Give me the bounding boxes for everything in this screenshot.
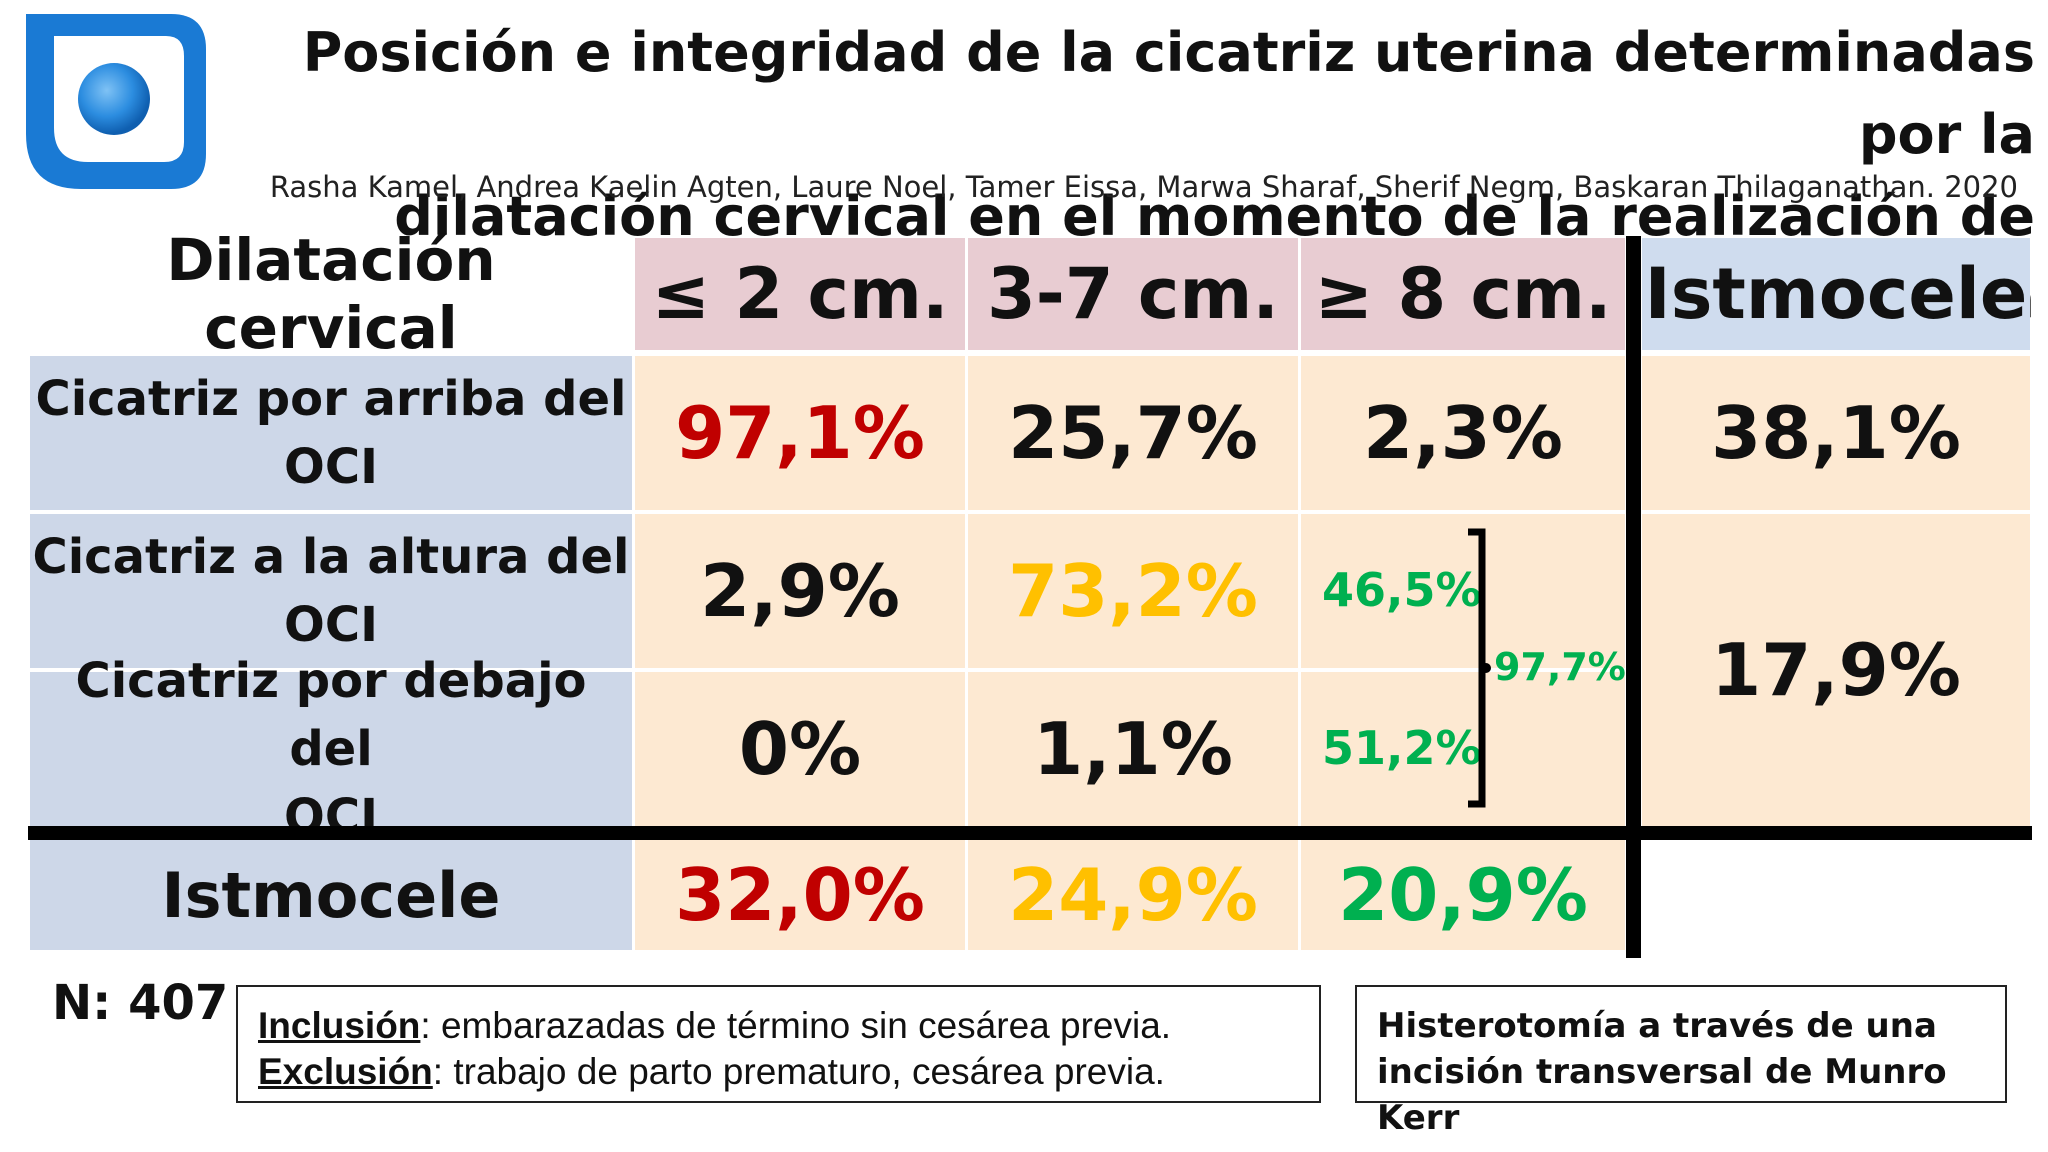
inclusion-label: Inclusión (258, 1005, 421, 1046)
header-col-le2: ≤ 2 cm. (635, 238, 965, 350)
header-label: Dilatación cervical (166, 226, 496, 362)
logo-icon (26, 14, 206, 189)
cell-arriba-le2: 97,1% (635, 356, 965, 510)
header-col-istmocele: Istmocele (1642, 238, 2030, 350)
header-col-ge8: ≥ 8 cm. (1301, 238, 1625, 350)
inclusion-text: : embarazadas de término sin cesárea pre… (420, 1005, 1172, 1046)
row-label-line: Cicatriz a la altura del (32, 529, 630, 585)
row-label-line: Cicatriz por debajo del (75, 653, 587, 777)
cell-arriba-3-7: 25,7% (968, 356, 1298, 510)
row-label-debajo: Cicatriz por debajo del OCI (30, 653, 632, 845)
title-line-1: Posición e integridad de la cicatriz ute… (302, 21, 2035, 166)
exclusion-line: Exclusión: trabajo de parto prematuro, c… (258, 1049, 1299, 1095)
note-line-1: Histerotomía a través de una (1377, 1006, 1937, 1046)
bracket-icon (1468, 528, 1491, 808)
row-label-altura: Cicatriz a la altura del OCI (30, 514, 632, 668)
cell-debajo-3-7: 1,1% (968, 672, 1298, 826)
footer-label: Istmocele (30, 840, 632, 950)
row-label-line: OCI (284, 439, 378, 495)
bracket-total: 97,7% (1494, 645, 1626, 689)
exclusion-text: : trabajo de parto prematuro, cesárea pr… (432, 1051, 1165, 1092)
sample-size: N: 407 (52, 975, 229, 1031)
vertical-divider (1626, 236, 1641, 958)
note-line-2: incisión transversal de Munro Kerr (1377, 1052, 1947, 1138)
header-col-3-7: 3-7 cm. (968, 238, 1298, 350)
row-label-line: Cicatriz por arriba del (35, 371, 627, 427)
row-label-line: OCI (284, 597, 378, 653)
cell-altura-3-7: 73,2% (968, 514, 1298, 668)
cell-debajo-le2: 0% (635, 672, 965, 826)
footer-3-7: 24,9% (968, 840, 1298, 950)
exclusion-label: Exclusión (258, 1051, 433, 1092)
cell-altura-ge8 (1301, 514, 1625, 668)
row-label-arriba: Cicatriz por arriba del OCI (30, 356, 632, 510)
cell-altura-debajo-istmocele: 17,9% (1642, 514, 2030, 826)
authors: Rasha Kamel, Andrea Kaelin Agten, Laure … (269, 170, 2018, 204)
footer-ge8: 20,9% (1301, 840, 1625, 950)
note-box: Histerotomía a través de una incisión tr… (1355, 985, 2007, 1138)
horizontal-divider (28, 826, 2032, 840)
inclusion-line: Inclusión: embarazadas de término sin ce… (258, 1003, 1299, 1049)
cell-arriba-ge8: 2,3% (1301, 356, 1625, 510)
criteria-box: Inclusión: embarazadas de término sin ce… (236, 985, 1321, 1103)
footer-le2: 32,0% (635, 840, 965, 950)
cell-arriba-istmocele: 38,1% (1642, 356, 2030, 510)
cell-debajo-ge8 (1301, 672, 1625, 826)
cell-altura-ge8-value: 46,5% (1322, 563, 1482, 617)
cell-debajo-ge8-value: 51,2% (1322, 721, 1482, 775)
cell-altura-le2: 2,9% (635, 514, 965, 668)
